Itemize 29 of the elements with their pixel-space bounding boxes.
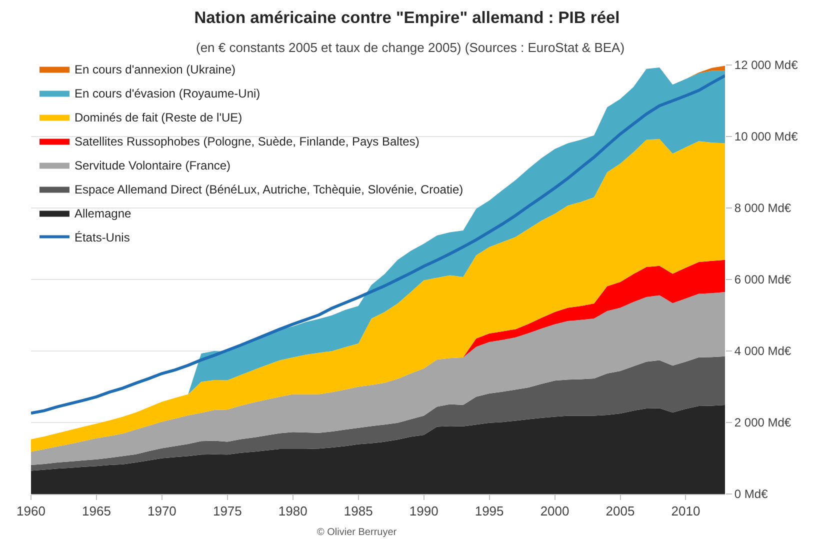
y-tick-label: 12 000 Md€ <box>734 58 798 72</box>
legend-label: États-Unis <box>74 230 130 244</box>
x-tick-label: 1965 <box>82 504 111 519</box>
x-tick-label: 1995 <box>474 504 504 519</box>
chart-subtitle: (en € constants 2005 et taux de change 2005) (Sources : EuroStat & BEA) <box>196 40 625 55</box>
legend-label: Allemagne <box>74 206 132 220</box>
legend-label: En cours d'annexion (Ukraine) <box>74 62 236 76</box>
x-tick-label: 2010 <box>671 504 700 519</box>
y-tick-label: 10 000 Md€ <box>734 130 798 144</box>
x-tick-label: 1970 <box>147 504 176 519</box>
x-tick-label: 2000 <box>540 504 570 519</box>
y-tick-label: 0 Md€ <box>734 487 768 502</box>
legend-label: En cours d'évasion (Royaume-Uni) <box>74 86 260 100</box>
chart-title: Nation américaine contre "Empire" allemand : PIB réel <box>194 8 620 27</box>
x-tick-label: 1985 <box>344 504 373 519</box>
y-tick-label: 8 000 Md€ <box>734 201 792 216</box>
y-tick-label: 4 000 Md€ <box>734 344 792 358</box>
legend-label: Dominés de fait (Reste de l'UE) <box>74 110 242 124</box>
x-tick-label: 1960 <box>16 504 46 519</box>
x-tick-label: 2005 <box>606 504 635 519</box>
y-tick-label: 6 000 Md€ <box>734 272 792 287</box>
x-tick-label: 1990 <box>409 504 438 519</box>
y-tick-label: 2 000 Md€ <box>734 416 792 430</box>
x-tick-label: 1980 <box>278 504 308 519</box>
legend-label: Satellites Russophobes (Pologne, Suède, Finlande, Pays Baltes) <box>74 134 420 148</box>
legend-label: Servitude Volontaire (France) <box>74 158 231 172</box>
x-tick-label: 1975 <box>212 504 242 519</box>
legend-label: Espace Allemand Direct (BénéLux, Autriche, Tchèquie, Slovénie, Croatie) <box>74 182 464 196</box>
text: © Olivier Berruyer <box>317 527 398 538</box>
